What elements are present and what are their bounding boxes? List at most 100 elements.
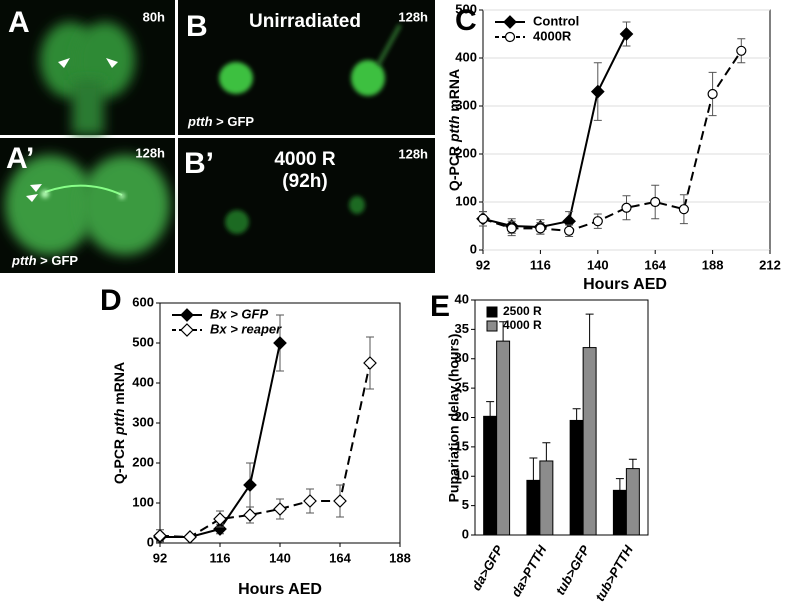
y-tick-label: 600 [132, 294, 154, 309]
genotype-gene: ptth [11, 253, 37, 268]
y-tick-label: 25 [455, 380, 469, 395]
image-a: A 80h [0, 0, 175, 135]
bar [582, 347, 597, 536]
panel-label: D [100, 284, 122, 317]
marker [506, 223, 517, 234]
legend-marker [503, 15, 517, 29]
marker [153, 528, 167, 543]
x-tick-label: 92 [153, 550, 167, 565]
y-axis-label-part: Q-PCR [446, 146, 462, 191]
bar [526, 479, 541, 536]
series-line [160, 342, 281, 538]
x-tick-label: 116 [530, 257, 551, 272]
marker [303, 494, 317, 508]
x-axis-label: Hours AED [238, 581, 322, 598]
marker [621, 202, 632, 213]
genotype-label: ptth > GFP [187, 114, 254, 129]
error-bar [572, 408, 581, 421]
x-tick-label: da>PTTH [508, 542, 550, 599]
x-tick-label: 188 [389, 550, 411, 565]
panel-label: A’ [6, 142, 34, 175]
y-tick-label: 200 [455, 145, 477, 160]
panel-label: B [186, 10, 208, 43]
bar [496, 340, 511, 536]
marker [333, 494, 347, 508]
error-bar [615, 478, 624, 491]
image-b: B Unirradiated 128h ptth > GFP [178, 0, 435, 135]
legend-swatch [486, 320, 498, 332]
x-tick-label: da>GFP [468, 542, 506, 593]
y-axis-label: Q-PCR ptth mRNA [446, 69, 462, 191]
legend-marker [504, 31, 516, 43]
error-bar [542, 442, 551, 461]
x-axis-label: Hours AED [583, 276, 667, 293]
bar [625, 468, 640, 536]
x-tick-label: tub>GFP [552, 542, 592, 597]
y-tick-label: 500 [455, 1, 477, 16]
y-tick-label: 100 [455, 193, 477, 208]
marker [273, 502, 287, 516]
y-tick-label: 400 [455, 49, 477, 64]
y-tick-label: 35 [455, 321, 469, 336]
marker [707, 88, 718, 100]
marker [183, 530, 197, 544]
panel-label: C [455, 4, 477, 37]
panel-label: E [430, 290, 450, 323]
y-axis-label: Q-PCR ptth mRNA [111, 362, 127, 484]
genotype-rest: > GFP [40, 253, 78, 268]
time-label: 128h [398, 146, 428, 161]
marker [363, 356, 377, 370]
bar [569, 419, 584, 536]
y-tick-label: 300 [132, 414, 154, 429]
marker [477, 213, 489, 224]
y-tick-label: 15 [455, 438, 469, 453]
y-axis-label-part: Q-PCR [111, 439, 127, 484]
marker [590, 84, 605, 99]
y-tick-label: 300 [455, 97, 477, 112]
bar [539, 460, 554, 536]
y-axis-label-part: mRNA [446, 69, 462, 112]
legend-label: Bx > GFP [210, 306, 268, 321]
genotype-rest: > GFP [216, 114, 254, 129]
legend-label: 4000R [533, 28, 572, 43]
marker [243, 478, 257, 492]
legend-label: 2500 R [503, 304, 542, 318]
marker [736, 45, 747, 56]
series-line [482, 50, 743, 232]
marker [619, 27, 634, 41]
legend-label: Bx > reaper [210, 321, 282, 336]
x-tick-label: 116 [210, 550, 231, 565]
image-title: Unirradiated [249, 11, 361, 32]
genotype-gene: ptth [187, 114, 213, 129]
y-tick-label: 0 [470, 241, 477, 256]
legend-swatch [486, 306, 498, 318]
y-tick-label: 0 [147, 534, 154, 549]
y-tick-label: 40 [455, 291, 469, 306]
marker [592, 216, 603, 227]
y-axis-label-part: ptth [111, 409, 127, 436]
image-a-prime: A’ 128h ptth > GFP [0, 138, 175, 273]
y-tick-label: 20 [455, 409, 469, 424]
y-tick-label: 500 [132, 334, 154, 349]
error-bar [529, 457, 538, 481]
legend-label: Control [533, 13, 579, 28]
marker [213, 512, 227, 526]
image-b-prime: B’ 4000 R (92h) 128h [178, 138, 435, 273]
y-tick-label: 200 [132, 454, 154, 469]
time-label: 128h [135, 145, 165, 160]
series-line [159, 362, 371, 539]
series-line [482, 33, 628, 228]
y-axis-label-part: mRNA [111, 362, 127, 405]
image-title: (92h) [282, 171, 327, 192]
time-label: 80h [143, 9, 165, 24]
marker [678, 204, 690, 215]
panel-label: B’ [184, 147, 214, 180]
error-bar [585, 313, 594, 348]
x-tick-label: 92 [476, 257, 490, 272]
bar [612, 489, 627, 536]
y-tick-label: 5 [462, 497, 469, 512]
y-tick-label: 10 [455, 468, 469, 483]
x-tick-label: 212 [759, 257, 781, 272]
marker [563, 225, 575, 236]
